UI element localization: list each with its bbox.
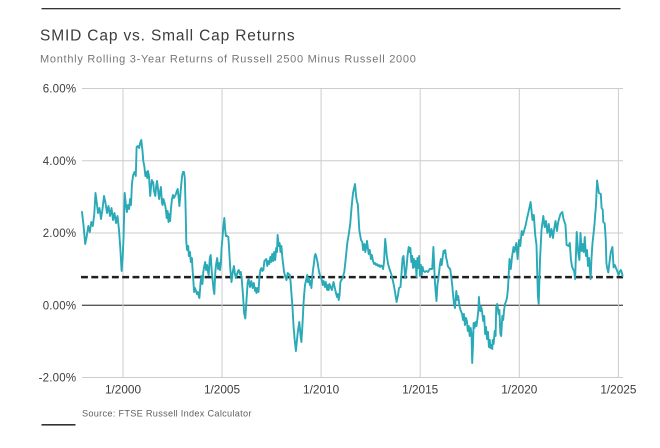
svg-text:1/2020: 1/2020 xyxy=(501,382,538,396)
svg-text:2.00%: 2.00% xyxy=(43,228,77,240)
svg-text:1/2025: 1/2025 xyxy=(600,382,637,396)
svg-text:1/2005: 1/2005 xyxy=(204,382,241,396)
svg-text:Monthly Rolling 3-Year Returns: Monthly Rolling 3-Year Returns of Russel… xyxy=(40,54,417,66)
svg-text:6.00%: 6.00% xyxy=(43,84,77,96)
svg-text:1/2015: 1/2015 xyxy=(402,382,439,396)
svg-text:1/2010: 1/2010 xyxy=(303,382,340,396)
svg-text:-2.00%: -2.00% xyxy=(39,373,77,385)
svg-text:1/2000: 1/2000 xyxy=(105,382,142,396)
svg-text:Source: FTSE Russell Index Cal: Source: FTSE Russell Index Calculator xyxy=(82,409,252,419)
svg-text:0.00%: 0.00% xyxy=(43,300,77,312)
svg-text:4.00%: 4.00% xyxy=(43,156,77,168)
svg-text:SMID Cap vs. Small Cap Returns: SMID Cap vs. Small Cap Returns xyxy=(40,28,296,45)
